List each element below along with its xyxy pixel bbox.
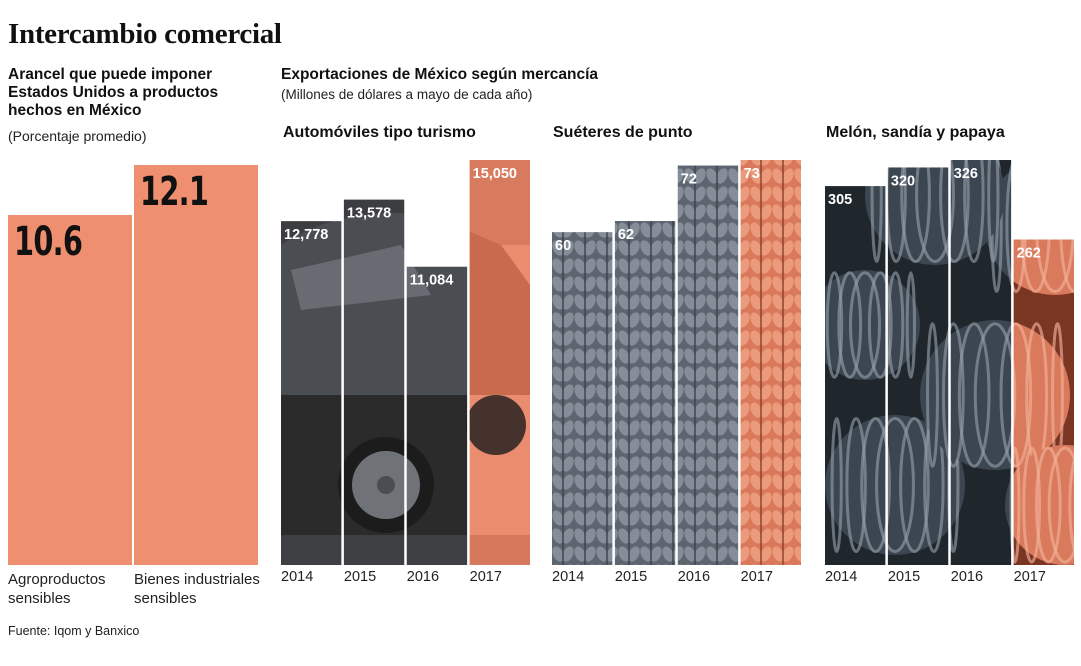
autos-bar-2015: [343, 199, 405, 565]
source-note: Fuente: Iqom y Banxico: [8, 624, 140, 638]
melons-year-label-2014: 2014: [825, 569, 858, 585]
melons-year-label-2015: 2015: [887, 569, 921, 585]
autos-bar-2017: [469, 160, 530, 565]
melons-value-label-2015: 320: [891, 173, 915, 189]
sweaters-bar-2017: [740, 160, 801, 565]
autos-year-label-2014: 2014: [281, 569, 314, 585]
tariff-category-label-0: Agroproductos sensibles: [8, 570, 106, 608]
main-title: Intercambio comercial: [8, 18, 282, 50]
exports-title: Exportaciones de México según mercancía: [281, 66, 599, 83]
autos-bar-2016: [406, 266, 468, 565]
tariff-value-label-0: 10.6: [14, 218, 83, 265]
panel-title-melons: Melón, sandía y papaya: [826, 124, 1005, 141]
autos-bar-2014: [281, 221, 342, 565]
tariff-value-label-1: 12.1: [140, 169, 209, 215]
melons-value-label-2016: 326: [954, 166, 978, 182]
tariff-bar-0: [8, 214, 132, 565]
tariff-chart-title: Arancel que puede imponer Estados Unidos…: [8, 66, 218, 120]
panel-title-sweaters: Suéteres de punto: [553, 124, 693, 141]
autos-year-label-2017: 2017: [469, 569, 502, 585]
melons-year-label-2016: 2016: [950, 569, 984, 585]
melons-bars-svg: 305 320 326 262: [825, 160, 1074, 565]
sweaters-value-label-2017: 73: [744, 166, 760, 182]
autos-value-label-2016: 11,084: [410, 273, 454, 289]
tariff-category-1-line-1: Bienes industriales: [134, 571, 260, 588]
sweaters-value-label-2016: 72: [681, 172, 697, 188]
sweaters-bar-2014: [552, 232, 613, 565]
tariff-chart-note: (Porcentaje promedio): [8, 128, 147, 144]
sweaters-value-label-2014: 60: [555, 238, 571, 254]
melons-value-label-2017: 262: [1017, 246, 1041, 262]
melons-bar-2017: [1013, 239, 1074, 565]
sweaters-year-label-2014: 2014: [552, 569, 585, 585]
sweaters-year-label-2017: 2017: [740, 569, 773, 585]
autos-value-label-2017: 15,050: [473, 166, 517, 182]
tariff-category-label-1: Bienes industriales sensibles: [134, 570, 260, 608]
melons-bar-2016: [950, 160, 1012, 565]
melons-bar-2014: [825, 186, 886, 565]
autos-value-label-2014: 12,778: [284, 227, 328, 243]
tariff-title-line-1: Arancel que puede imponer: [8, 66, 213, 83]
panel-title-autos: Automóviles tipo turismo: [283, 124, 476, 141]
sweaters-bar-2015: [614, 221, 676, 565]
tariff-bar-1: [134, 165, 258, 565]
sweaters-year-label-2015: 2015: [614, 569, 648, 585]
tariff-title-line-3: hechos en México: [8, 102, 142, 119]
sweaters-year-label-2016: 2016: [677, 569, 711, 585]
autos-value-label-2015: 13,578: [347, 206, 391, 222]
autos-year-label-2016: 2016: [406, 569, 440, 585]
tariff-title-line-2: Estados Unidos a productos: [8, 84, 219, 101]
autos-bars-svg: 12,778 13,578 11,084 15,050: [281, 160, 530, 565]
melons-year-label-2017: 2017: [1013, 569, 1046, 585]
sweaters-value-label-2015: 62: [618, 227, 634, 243]
tariff-category-1-line-2: sensibles: [134, 590, 197, 607]
sweaters-bar-2016: [677, 165, 739, 565]
melons-bar-2015: [887, 167, 949, 565]
sweaters-bars-svg: 60 62 72 73: [552, 160, 801, 565]
tariff-category-0-line-2: sensibles: [8, 590, 71, 607]
melons-value-label-2014: 305: [828, 192, 852, 208]
exports-note: (Millones de dólares a mayo de cada año): [281, 87, 533, 102]
autos-year-label-2015: 2015: [343, 569, 377, 585]
tariff-category-0-line-1: Agroproductos: [8, 571, 106, 588]
